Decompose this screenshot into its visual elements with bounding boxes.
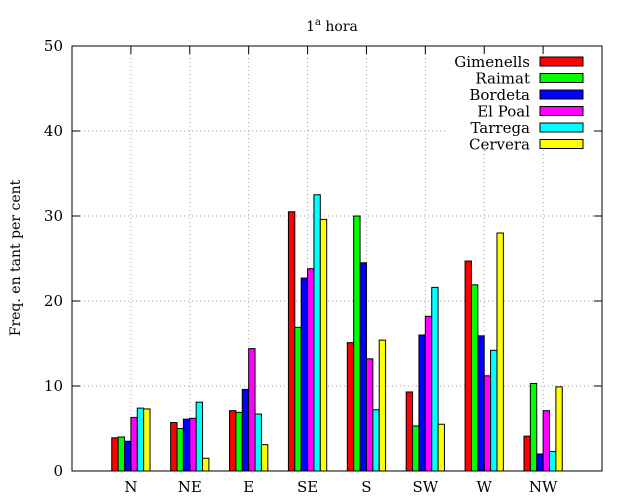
bar-tarrega	[254, 413, 262, 472]
x-tick-label: S	[361, 478, 371, 496]
bar-bordeta	[359, 262, 367, 472]
legend-label: Tarrega	[470, 119, 530, 137]
bar-bordeta	[477, 335, 485, 472]
bar-bordeta	[124, 440, 132, 472]
chart-title-rest: hora	[321, 19, 358, 35]
bar-tarrega	[195, 401, 204, 472]
bar-el-poal	[189, 417, 197, 472]
x-tick-label: E	[243, 478, 254, 496]
x-tick-label: N	[124, 478, 137, 496]
bar-gimenells	[523, 435, 531, 472]
x-tick-label: W	[477, 478, 493, 496]
bar-bordeta	[418, 334, 426, 472]
y-axis-label: Freq. en tant per cent	[8, 179, 24, 336]
bar-el-poal	[307, 268, 315, 472]
bar-cervera	[555, 386, 563, 472]
legend-label: Gimenells	[454, 53, 530, 71]
bar-bordeta	[300, 277, 309, 472]
bar-el-poal	[424, 315, 433, 472]
bar-raimat	[412, 425, 420, 472]
bar-raimat	[470, 284, 479, 472]
bar-cervera	[437, 423, 445, 472]
bar-bordeta	[182, 418, 191, 472]
legend-swatch	[539, 122, 584, 133]
bar-el-poal	[483, 375, 492, 472]
bar-bordeta	[241, 388, 250, 472]
chart-title-base: 1	[306, 19, 315, 35]
legend-swatch	[539, 56, 584, 67]
bar-tarrega	[490, 349, 498, 472]
bar-gimenells	[464, 260, 472, 472]
bar-raimat	[176, 428, 184, 472]
legend-swatch	[539, 89, 584, 100]
bar-tarrega	[313, 194, 321, 472]
bar-cervera	[496, 232, 504, 472]
bar-el-poal	[365, 358, 374, 472]
chart-title-superscript: a	[315, 17, 321, 28]
bar-gimenells	[287, 211, 296, 472]
bar-gimenells	[405, 391, 414, 472]
bar-cervera	[202, 457, 210, 472]
x-tick-label: NE	[178, 478, 202, 496]
bar-tarrega	[548, 450, 557, 472]
chart-title: 1a hora	[306, 17, 358, 35]
legend-label: Bordeta	[469, 86, 530, 104]
legend-swatch	[539, 106, 584, 116]
legend-swatch	[539, 73, 584, 83]
bar-cervera	[319, 218, 328, 472]
plot-area-frame	[71, 45, 603, 472]
x-tick-label: NW	[529, 478, 558, 496]
bar-gimenells	[170, 422, 178, 472]
y-tick-label: 50	[44, 37, 63, 55]
legend-label: Raimat	[475, 70, 530, 88]
bar-el-poal	[248, 348, 256, 472]
bars	[111, 194, 563, 472]
bar-gimenells	[346, 342, 355, 472]
bar-cervera	[143, 408, 151, 472]
legend-label: El Poal	[477, 103, 530, 121]
bar-el-poal	[542, 410, 550, 472]
bar-gimenells	[111, 437, 119, 472]
grid-lines	[72, 46, 602, 471]
x-tick-label: SW	[412, 478, 438, 496]
bar-raimat	[294, 326, 302, 472]
y-tick-label: 20	[44, 292, 63, 310]
legend-swatch	[539, 139, 584, 149]
legend-label: Cervera	[469, 136, 530, 154]
axis-ticks: 0 10 20 30 40 50 N NE E SE S SW W NW	[44, 37, 602, 496]
y-tick-label: 30	[44, 207, 63, 225]
bar-tarrega	[372, 409, 380, 472]
y-tick-label: 40	[44, 122, 63, 140]
bar-tarrega	[136, 407, 145, 472]
bar-gimenells	[229, 410, 237, 472]
bar-raimat	[117, 436, 126, 472]
bar-cervera	[260, 444, 269, 472]
y-tick-label: 0	[53, 462, 63, 480]
y-tick-label: 10	[44, 377, 63, 395]
x-tick-label: SE	[297, 478, 318, 496]
bar-el-poal	[130, 416, 138, 472]
bar-raimat	[353, 215, 361, 472]
bar-bordeta	[536, 453, 544, 472]
bar-tarrega	[431, 286, 439, 472]
bar-raimat	[529, 382, 538, 472]
bar-cervera	[378, 339, 387, 472]
bar-raimat	[235, 411, 243, 472]
